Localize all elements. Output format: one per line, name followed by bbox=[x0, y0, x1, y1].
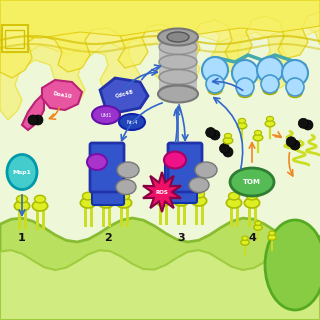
Ellipse shape bbox=[224, 133, 232, 138]
Polygon shape bbox=[0, 0, 320, 38]
Ellipse shape bbox=[263, 85, 277, 94]
Ellipse shape bbox=[159, 54, 197, 69]
Ellipse shape bbox=[164, 151, 186, 169]
Ellipse shape bbox=[238, 89, 252, 98]
Ellipse shape bbox=[80, 198, 96, 208]
Circle shape bbox=[28, 115, 38, 125]
Ellipse shape bbox=[87, 154, 107, 170]
Circle shape bbox=[286, 78, 304, 96]
Ellipse shape bbox=[265, 120, 275, 127]
Ellipse shape bbox=[98, 198, 114, 208]
Polygon shape bbox=[0, 250, 320, 320]
Polygon shape bbox=[22, 95, 44, 130]
Ellipse shape bbox=[158, 85, 198, 102]
Text: 4: 4 bbox=[248, 233, 256, 243]
Circle shape bbox=[206, 127, 216, 138]
Circle shape bbox=[298, 118, 308, 128]
Ellipse shape bbox=[226, 198, 242, 208]
FancyBboxPatch shape bbox=[168, 143, 202, 192]
Ellipse shape bbox=[35, 195, 45, 203]
Circle shape bbox=[261, 75, 279, 93]
Ellipse shape bbox=[237, 123, 247, 129]
Ellipse shape bbox=[208, 85, 222, 94]
Circle shape bbox=[286, 137, 296, 147]
Ellipse shape bbox=[288, 89, 302, 98]
Text: 2: 2 bbox=[104, 233, 112, 243]
Ellipse shape bbox=[118, 192, 130, 200]
Ellipse shape bbox=[266, 116, 274, 121]
Ellipse shape bbox=[228, 192, 240, 200]
Ellipse shape bbox=[100, 192, 112, 200]
Circle shape bbox=[232, 60, 258, 86]
Ellipse shape bbox=[173, 196, 189, 206]
Ellipse shape bbox=[7, 155, 37, 189]
Text: Ufd1: Ufd1 bbox=[100, 113, 112, 117]
Ellipse shape bbox=[159, 69, 197, 84]
Ellipse shape bbox=[269, 231, 275, 235]
Polygon shape bbox=[2, 25, 28, 52]
Ellipse shape bbox=[175, 190, 187, 198]
Ellipse shape bbox=[255, 221, 261, 225]
Ellipse shape bbox=[268, 235, 276, 240]
Ellipse shape bbox=[167, 32, 189, 42]
Circle shape bbox=[220, 143, 229, 154]
Text: Msp1: Msp1 bbox=[12, 170, 31, 174]
Ellipse shape bbox=[241, 240, 249, 245]
Text: Npl4: Npl4 bbox=[126, 119, 138, 124]
Ellipse shape bbox=[265, 220, 320, 310]
Ellipse shape bbox=[254, 131, 262, 135]
Text: 3: 3 bbox=[177, 233, 185, 243]
Ellipse shape bbox=[223, 137, 233, 144]
Ellipse shape bbox=[155, 196, 171, 206]
Ellipse shape bbox=[242, 236, 248, 240]
Ellipse shape bbox=[246, 192, 258, 200]
Ellipse shape bbox=[159, 39, 197, 54]
Ellipse shape bbox=[195, 162, 217, 178]
Circle shape bbox=[206, 75, 224, 93]
Polygon shape bbox=[0, 218, 320, 320]
Circle shape bbox=[202, 57, 228, 83]
Ellipse shape bbox=[158, 28, 198, 45]
Circle shape bbox=[33, 115, 43, 125]
Circle shape bbox=[282, 60, 308, 86]
Ellipse shape bbox=[116, 180, 136, 195]
Circle shape bbox=[257, 57, 283, 83]
Polygon shape bbox=[0, 0, 320, 120]
Ellipse shape bbox=[253, 134, 263, 141]
FancyBboxPatch shape bbox=[90, 143, 124, 192]
Ellipse shape bbox=[119, 114, 145, 130]
Ellipse shape bbox=[254, 225, 262, 230]
Polygon shape bbox=[143, 172, 181, 212]
Bar bbox=[159, 42, 197, 92]
Ellipse shape bbox=[116, 198, 132, 208]
Polygon shape bbox=[42, 80, 82, 110]
Ellipse shape bbox=[191, 196, 207, 206]
Polygon shape bbox=[0, 0, 320, 55]
Ellipse shape bbox=[16, 195, 28, 203]
Ellipse shape bbox=[230, 168, 274, 196]
Text: Doa10: Doa10 bbox=[52, 91, 72, 99]
Polygon shape bbox=[0, 0, 320, 78]
FancyBboxPatch shape bbox=[165, 161, 197, 203]
Ellipse shape bbox=[92, 106, 120, 124]
Ellipse shape bbox=[157, 190, 169, 198]
Ellipse shape bbox=[189, 178, 209, 193]
Ellipse shape bbox=[238, 118, 246, 123]
Ellipse shape bbox=[83, 192, 93, 200]
Text: 1: 1 bbox=[18, 233, 26, 243]
Text: ROS: ROS bbox=[156, 189, 168, 195]
Circle shape bbox=[210, 130, 220, 140]
FancyBboxPatch shape bbox=[92, 163, 124, 205]
Ellipse shape bbox=[117, 162, 139, 178]
Ellipse shape bbox=[32, 201, 48, 211]
Ellipse shape bbox=[159, 84, 197, 100]
Ellipse shape bbox=[244, 198, 260, 208]
Ellipse shape bbox=[194, 190, 204, 198]
Circle shape bbox=[223, 147, 233, 157]
Text: TOM: TOM bbox=[243, 179, 261, 185]
Ellipse shape bbox=[14, 201, 30, 211]
Circle shape bbox=[303, 120, 313, 130]
Polygon shape bbox=[100, 78, 148, 112]
Circle shape bbox=[236, 78, 254, 96]
